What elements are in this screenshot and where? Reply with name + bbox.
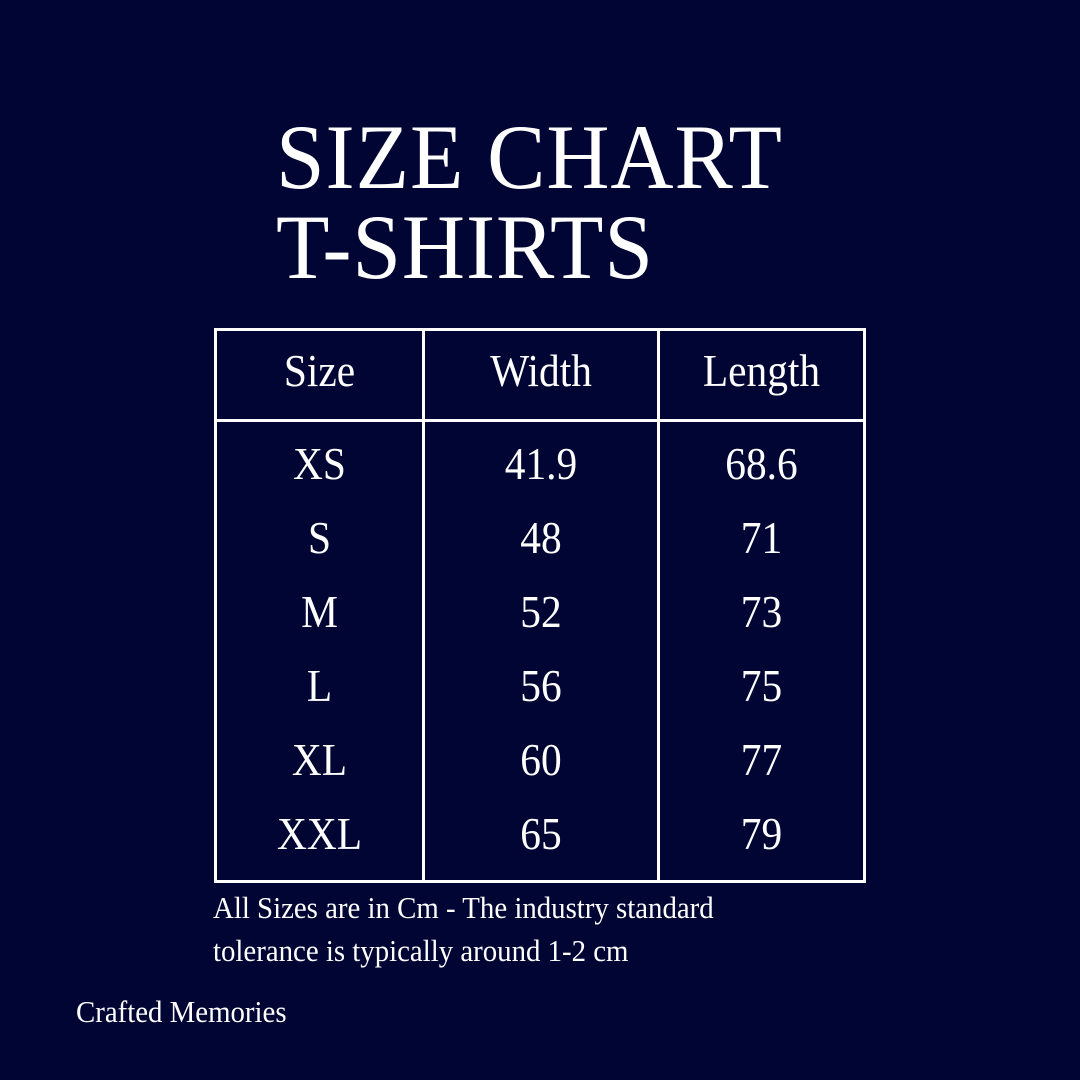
table-cell: 65 bbox=[520, 808, 562, 859]
table-cell: 73 bbox=[740, 586, 783, 637]
note-line-2: tolerance is typically around 1-2 cm bbox=[213, 933, 629, 968]
table-cell: XL bbox=[291, 734, 348, 785]
table-cell: 41.9 bbox=[504, 438, 578, 489]
column-header: Width bbox=[490, 345, 592, 396]
header-divider bbox=[217, 419, 863, 422]
table-cell: 56 bbox=[520, 660, 562, 711]
table-cell: 71 bbox=[740, 512, 783, 563]
column-header: Size bbox=[283, 345, 356, 396]
table-cell: 75 bbox=[740, 660, 783, 711]
table-cell: L bbox=[306, 660, 333, 711]
table-cell: 77 bbox=[740, 734, 783, 785]
table-cell: 79 bbox=[740, 808, 783, 859]
table-cell: S bbox=[307, 512, 332, 563]
column-divider bbox=[422, 331, 425, 880]
table-cell: 48 bbox=[520, 512, 562, 563]
title-line-2: T-SHIRTS bbox=[276, 196, 654, 298]
table-cell: 68.6 bbox=[725, 438, 798, 489]
column-divider bbox=[657, 331, 660, 880]
table-cell: 52 bbox=[520, 586, 562, 637]
title-line-1: SIZE CHART bbox=[276, 106, 783, 208]
size-table: Size Width Length XS 41.9 68.6 S 48 71 M 52 73 L 56 75… bbox=[214, 328, 866, 883]
brand-name: Crafted Memories bbox=[76, 994, 287, 1029]
table-cell: M bbox=[301, 586, 338, 637]
note-line-1: All Sizes are in Cm - The industry stand… bbox=[213, 890, 714, 925]
column-header: Length bbox=[702, 345, 821, 396]
size-note: All Sizes are in Cm - The industry stand… bbox=[213, 886, 714, 972]
table-cell: XXL bbox=[276, 808, 363, 859]
table-cell: 60 bbox=[520, 734, 562, 785]
table-cell: XS bbox=[293, 438, 346, 489]
page-title: SIZE CHART T-SHIRTS bbox=[276, 106, 809, 298]
